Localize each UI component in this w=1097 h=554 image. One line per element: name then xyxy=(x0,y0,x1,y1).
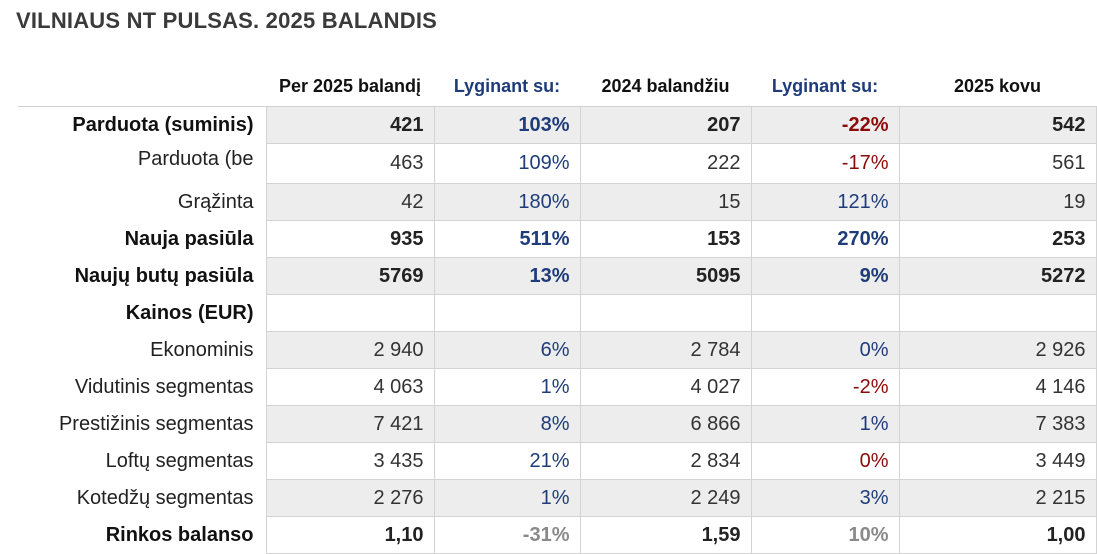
table-cell: 1,00 xyxy=(898,516,1097,554)
table-row: Naujų butų pasiūla 5769 13% 5095 9% 5272 xyxy=(18,257,1097,295)
row-label: Kainos (EUR) xyxy=(18,294,266,332)
table-row: Parduota (suminis) 421 103% 207 -22% 542 xyxy=(18,106,1097,144)
table-cell: 3% xyxy=(750,479,900,517)
table-cell: 109% xyxy=(433,143,581,184)
row-label: Kotedžų segmentas xyxy=(18,479,266,517)
table-cell: 2 276 xyxy=(265,479,435,517)
row-label: Vidutinis segmentas xyxy=(18,368,266,406)
table-cell: 6 866 xyxy=(579,405,752,443)
table-cell: 7 421 xyxy=(265,405,435,443)
table-cell: 9% xyxy=(750,257,900,295)
table-cell: 5769 xyxy=(265,257,435,295)
table-cell: 21% xyxy=(433,442,581,480)
table-cell: 103% xyxy=(433,106,581,144)
row-label: Grąžinta xyxy=(18,183,266,221)
table-cell: 421 xyxy=(265,106,435,144)
table-row: Prestižinis segmentas 7 421 8% 6 866 1% … xyxy=(18,405,1097,443)
table-cell: 8% xyxy=(433,405,581,443)
header-label-spacer xyxy=(18,66,266,107)
row-label: Parduota (be xyxy=(18,143,266,184)
table-cell: -31% xyxy=(433,516,581,554)
row-label: Rinkos balanso xyxy=(18,516,266,554)
table-cell: 19 xyxy=(898,183,1097,221)
report-title: VILNIAUS NT PULSAS. 2025 BALANDIS xyxy=(16,8,438,33)
statistics-table: Per 2025 balandį Lyginant su: 2024 balan… xyxy=(18,66,1097,554)
table-cell: 6% xyxy=(433,331,581,369)
table-cell: -17% xyxy=(750,143,900,184)
table-cell: 15 xyxy=(579,183,752,221)
table-cell xyxy=(265,294,435,332)
header-2024-april: 2024 balandžiu xyxy=(580,66,751,107)
table-cell: 270% xyxy=(750,220,900,258)
table-cell: 935 xyxy=(265,220,435,258)
table-cell: 2 834 xyxy=(579,442,752,480)
row-label: Nauja pasiūla xyxy=(18,220,266,258)
table-cell: 5095 xyxy=(579,257,752,295)
table-cell: 121% xyxy=(750,183,900,221)
row-label: Parduota (suminis) xyxy=(18,106,266,144)
header-2025-march: 2025 kovu xyxy=(899,66,1096,107)
table-cell xyxy=(579,294,752,332)
header-compare-1: Lyginant su: xyxy=(434,66,580,107)
table-cell: 180% xyxy=(433,183,581,221)
table-cell: 42 xyxy=(265,183,435,221)
table-cell: -2% xyxy=(750,368,900,406)
table-cell: 2 784 xyxy=(579,331,752,369)
table-cell: 222 xyxy=(579,143,752,184)
header-row: Per 2025 balandį Lyginant su: 2024 balan… xyxy=(18,66,1096,107)
table-cell: 542 xyxy=(898,106,1097,144)
table-cell: -22% xyxy=(750,106,900,144)
table-cell: 1% xyxy=(433,479,581,517)
table-cell: 0% xyxy=(750,331,900,369)
table-cell xyxy=(750,294,900,332)
table-cell: 2 926 xyxy=(898,331,1097,369)
table-cell: 10% xyxy=(750,516,900,554)
table-row: Rinkos balanso 1,10 -31% 1,59 10% 1,00 xyxy=(18,516,1097,554)
table-cell xyxy=(898,294,1097,332)
table-cell: 1% xyxy=(750,405,900,443)
table-row: Parduota (be 463 109% 222 -17% 561 xyxy=(18,143,1097,184)
table-cell: 4 146 xyxy=(898,368,1097,406)
table-cell: 5272 xyxy=(898,257,1097,295)
table-cell: 4 027 xyxy=(579,368,752,406)
table-cell: 1% xyxy=(433,368,581,406)
table-cell: 0% xyxy=(750,442,900,480)
row-label: Ekonominis xyxy=(18,331,266,369)
table-cell: 3 435 xyxy=(265,442,435,480)
table-cell: 511% xyxy=(433,220,581,258)
table-row: Kainos (EUR) xyxy=(18,294,1097,332)
row-label: Loftų segmentas xyxy=(18,442,266,480)
table-row: Nauja pasiūla 935 511% 153 270% 253 xyxy=(18,220,1097,258)
table-cell: 1,59 xyxy=(579,516,752,554)
table-cell: 253 xyxy=(898,220,1097,258)
header-compare-2: Lyginant su: xyxy=(751,66,899,107)
table-cell: 3 449 xyxy=(898,442,1097,480)
row-label: Prestižinis segmentas xyxy=(18,405,266,443)
table-cell: 2 215 xyxy=(898,479,1097,517)
table-cell: 561 xyxy=(898,143,1097,184)
table-cell: 153 xyxy=(579,220,752,258)
table-cell: 463 xyxy=(265,143,435,184)
table-cell: 4 063 xyxy=(265,368,435,406)
table-row: Vidutinis segmentas 4 063 1% 4 027 -2% 4… xyxy=(18,368,1097,406)
row-label: Naujų butų pasiūla xyxy=(18,257,266,295)
table-cell: 2 249 xyxy=(579,479,752,517)
table-cell: 1,10 xyxy=(265,516,435,554)
table-row: Loftų segmentas 3 435 21% 2 834 0% 3 449 xyxy=(18,442,1097,480)
header-per-2025-april: Per 2025 balandį xyxy=(266,66,434,107)
table-cell xyxy=(433,294,581,332)
table-row: Grąžinta 42 180% 15 121% 19 xyxy=(18,183,1097,221)
table-cell: 207 xyxy=(579,106,752,144)
table-cell: 2 940 xyxy=(265,331,435,369)
table-row: Ekonominis 2 940 6% 2 784 0% 2 926 xyxy=(18,331,1097,369)
table-cell: 13% xyxy=(433,257,581,295)
table-row: Kotedžų segmentas 2 276 1% 2 249 3% 2 21… xyxy=(18,479,1097,517)
table-cell: 7 383 xyxy=(898,405,1097,443)
